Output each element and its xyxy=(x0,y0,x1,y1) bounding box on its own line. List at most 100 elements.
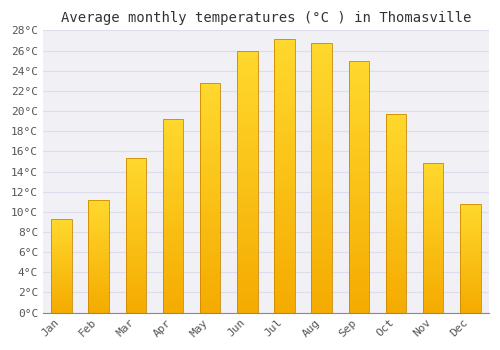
Bar xyxy=(88,292,109,295)
Bar xyxy=(348,131,369,136)
Bar xyxy=(423,229,444,232)
Bar xyxy=(237,229,258,234)
Bar xyxy=(423,232,444,235)
Bar xyxy=(312,43,332,48)
Bar xyxy=(386,214,406,217)
Bar xyxy=(312,53,332,59)
Bar xyxy=(312,183,332,188)
Bar xyxy=(88,247,109,250)
Bar xyxy=(386,257,406,261)
Bar xyxy=(423,280,444,283)
Bar xyxy=(274,104,294,110)
Bar xyxy=(386,138,406,142)
Bar xyxy=(237,82,258,87)
Bar xyxy=(88,200,109,202)
Bar xyxy=(386,289,406,293)
Bar xyxy=(163,216,184,220)
Bar xyxy=(163,146,184,150)
Bar xyxy=(88,306,109,308)
Bar xyxy=(126,291,146,294)
Bar xyxy=(163,154,184,158)
Bar xyxy=(237,307,258,313)
Bar xyxy=(386,130,406,134)
Bar xyxy=(386,118,406,122)
Bar xyxy=(237,176,258,182)
Bar xyxy=(200,97,220,101)
Bar xyxy=(274,121,294,126)
Bar xyxy=(274,154,294,159)
Bar xyxy=(237,218,258,224)
Bar xyxy=(126,266,146,270)
Bar xyxy=(163,251,184,254)
Bar xyxy=(52,305,72,307)
Bar xyxy=(423,307,444,310)
Bar xyxy=(386,178,406,182)
Bar xyxy=(386,170,406,174)
Bar xyxy=(237,281,258,286)
Bar xyxy=(312,48,332,53)
Bar xyxy=(52,232,72,234)
Bar xyxy=(312,259,332,264)
Bar xyxy=(348,167,369,172)
Bar xyxy=(237,124,258,129)
Bar xyxy=(126,263,146,266)
Bar xyxy=(126,205,146,208)
Bar xyxy=(88,290,109,292)
Bar xyxy=(126,257,146,260)
Bar xyxy=(460,282,480,284)
Bar xyxy=(460,204,480,313)
Bar xyxy=(200,299,220,303)
Bar xyxy=(88,216,109,218)
Bar xyxy=(237,145,258,150)
Bar xyxy=(88,295,109,297)
Bar xyxy=(423,196,444,199)
Bar xyxy=(312,270,332,275)
Bar xyxy=(423,226,444,229)
Bar xyxy=(386,202,406,205)
Bar xyxy=(274,209,294,214)
Bar xyxy=(52,249,72,251)
Bar xyxy=(312,140,332,145)
Bar xyxy=(163,162,184,166)
Bar xyxy=(52,266,72,268)
Bar xyxy=(200,189,220,193)
Bar xyxy=(274,55,294,61)
Bar xyxy=(460,308,480,310)
Bar xyxy=(52,279,72,281)
Bar xyxy=(163,243,184,247)
Bar xyxy=(88,204,109,206)
Bar xyxy=(52,228,72,230)
Bar xyxy=(126,239,146,242)
Bar xyxy=(237,276,258,281)
Bar xyxy=(274,132,294,137)
Bar xyxy=(348,242,369,247)
Bar xyxy=(52,277,72,279)
Bar xyxy=(88,263,109,265)
Bar xyxy=(237,234,258,239)
Bar xyxy=(312,243,332,248)
Bar xyxy=(200,207,220,211)
Bar xyxy=(52,247,72,249)
Bar xyxy=(163,270,184,274)
Bar xyxy=(423,244,444,247)
Bar xyxy=(460,204,480,206)
Bar xyxy=(423,214,444,217)
Bar xyxy=(312,210,332,215)
Bar xyxy=(200,101,220,106)
Bar xyxy=(163,193,184,197)
Bar xyxy=(163,258,184,262)
Bar xyxy=(386,142,406,146)
Bar xyxy=(423,310,444,313)
Bar xyxy=(274,126,294,132)
Bar xyxy=(274,88,294,93)
Bar xyxy=(460,210,480,212)
Bar xyxy=(348,237,369,242)
Bar xyxy=(52,219,72,313)
Bar xyxy=(274,49,294,55)
Bar xyxy=(200,152,220,156)
Bar xyxy=(423,289,444,292)
Bar xyxy=(386,309,406,313)
Bar xyxy=(200,106,220,111)
Bar xyxy=(312,145,332,150)
Bar xyxy=(460,239,480,241)
